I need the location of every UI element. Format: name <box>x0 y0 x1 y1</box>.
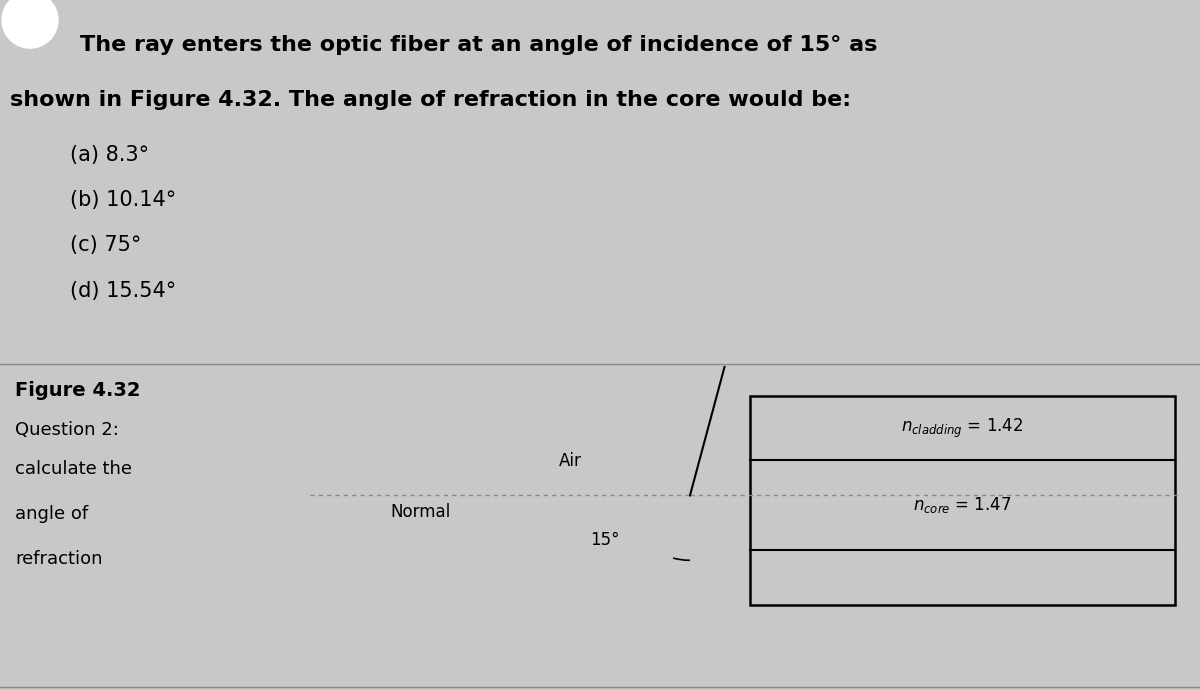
Text: shown in Figure 4.32. The angle of refraction in the core would be:: shown in Figure 4.32. The angle of refra… <box>10 90 851 110</box>
Text: refraction: refraction <box>14 551 102 569</box>
Text: angle of: angle of <box>14 505 88 524</box>
Text: (d) 15.54°: (d) 15.54° <box>70 281 176 301</box>
Text: (b) 10.14°: (b) 10.14° <box>70 190 176 210</box>
Text: Air: Air <box>558 453 582 471</box>
Text: Figure 4.32: Figure 4.32 <box>14 381 140 400</box>
Text: $n_{core}$ = 1.47: $n_{core}$ = 1.47 <box>913 495 1012 515</box>
Text: (a) 8.3°: (a) 8.3° <box>70 146 149 166</box>
Text: (c) 75°: (c) 75° <box>70 235 142 255</box>
Text: calculate the: calculate the <box>14 460 132 478</box>
Text: 15°: 15° <box>590 531 619 549</box>
Text: The ray enters the optic fiber at an angle of incidence of 15° as: The ray enters the optic fiber at an ang… <box>80 35 877 55</box>
Text: Normal: Normal <box>390 504 450 522</box>
Text: $n_{cladding}$ = 1.42: $n_{cladding}$ = 1.42 <box>901 417 1024 440</box>
Bar <box>750 395 1175 605</box>
Text: Question 2:: Question 2: <box>14 421 119 439</box>
Circle shape <box>2 0 58 48</box>
